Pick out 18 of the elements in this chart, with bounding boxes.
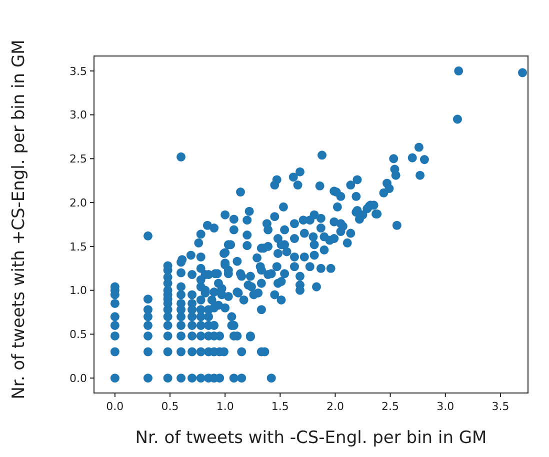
x-axis-title: Nr. of tweets with -CS-Engl. per bin in GM <box>135 428 487 448</box>
y-tick-label: 1.5 <box>70 240 87 254</box>
y-tick-label: 3.5 <box>70 64 87 78</box>
y-tick-label: 2.0 <box>70 196 87 210</box>
x-tick-label: 3.5 <box>492 400 510 413</box>
x-tick-label: 2.5 <box>382 400 400 413</box>
x-tick-label: 0.5 <box>161 400 179 413</box>
y-tick-label: 2.5 <box>70 152 87 166</box>
x-tick-label: 1.0 <box>216 400 234 413</box>
y-tick-label: 0.0 <box>70 372 87 385</box>
x-tick-label: 3.0 <box>436 400 454 413</box>
x-tick-label: 2.0 <box>326 400 344 413</box>
y-axis-title: Nr. of tweets with +CS-Engl. per bin in GM <box>9 40 29 400</box>
x-tick-label: 1.5 <box>271 400 289 413</box>
x-tick-label: 0.0 <box>106 400 124 413</box>
y-tick-label: 1.0 <box>70 284 87 298</box>
y-tick-label: 0.5 <box>70 328 87 342</box>
y-tick-label: 3.0 <box>70 108 87 122</box>
